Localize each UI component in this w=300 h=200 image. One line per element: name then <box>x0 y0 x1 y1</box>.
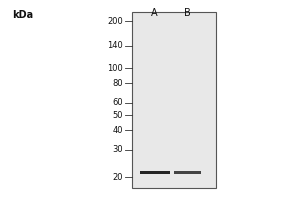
Text: 40: 40 <box>112 126 123 135</box>
Text: 20: 20 <box>112 173 123 182</box>
Text: A: A <box>151 8 158 18</box>
Text: B: B <box>184 8 191 18</box>
Text: 80: 80 <box>112 79 123 88</box>
Text: 30: 30 <box>112 145 123 154</box>
FancyBboxPatch shape <box>132 12 216 188</box>
Text: 200: 200 <box>107 17 123 26</box>
Text: 140: 140 <box>107 41 123 50</box>
FancyBboxPatch shape <box>140 171 169 174</box>
Text: 60: 60 <box>112 98 123 107</box>
Text: 50: 50 <box>112 111 123 120</box>
FancyBboxPatch shape <box>174 171 201 174</box>
Text: 100: 100 <box>107 64 123 73</box>
Text: kDa: kDa <box>12 10 33 20</box>
